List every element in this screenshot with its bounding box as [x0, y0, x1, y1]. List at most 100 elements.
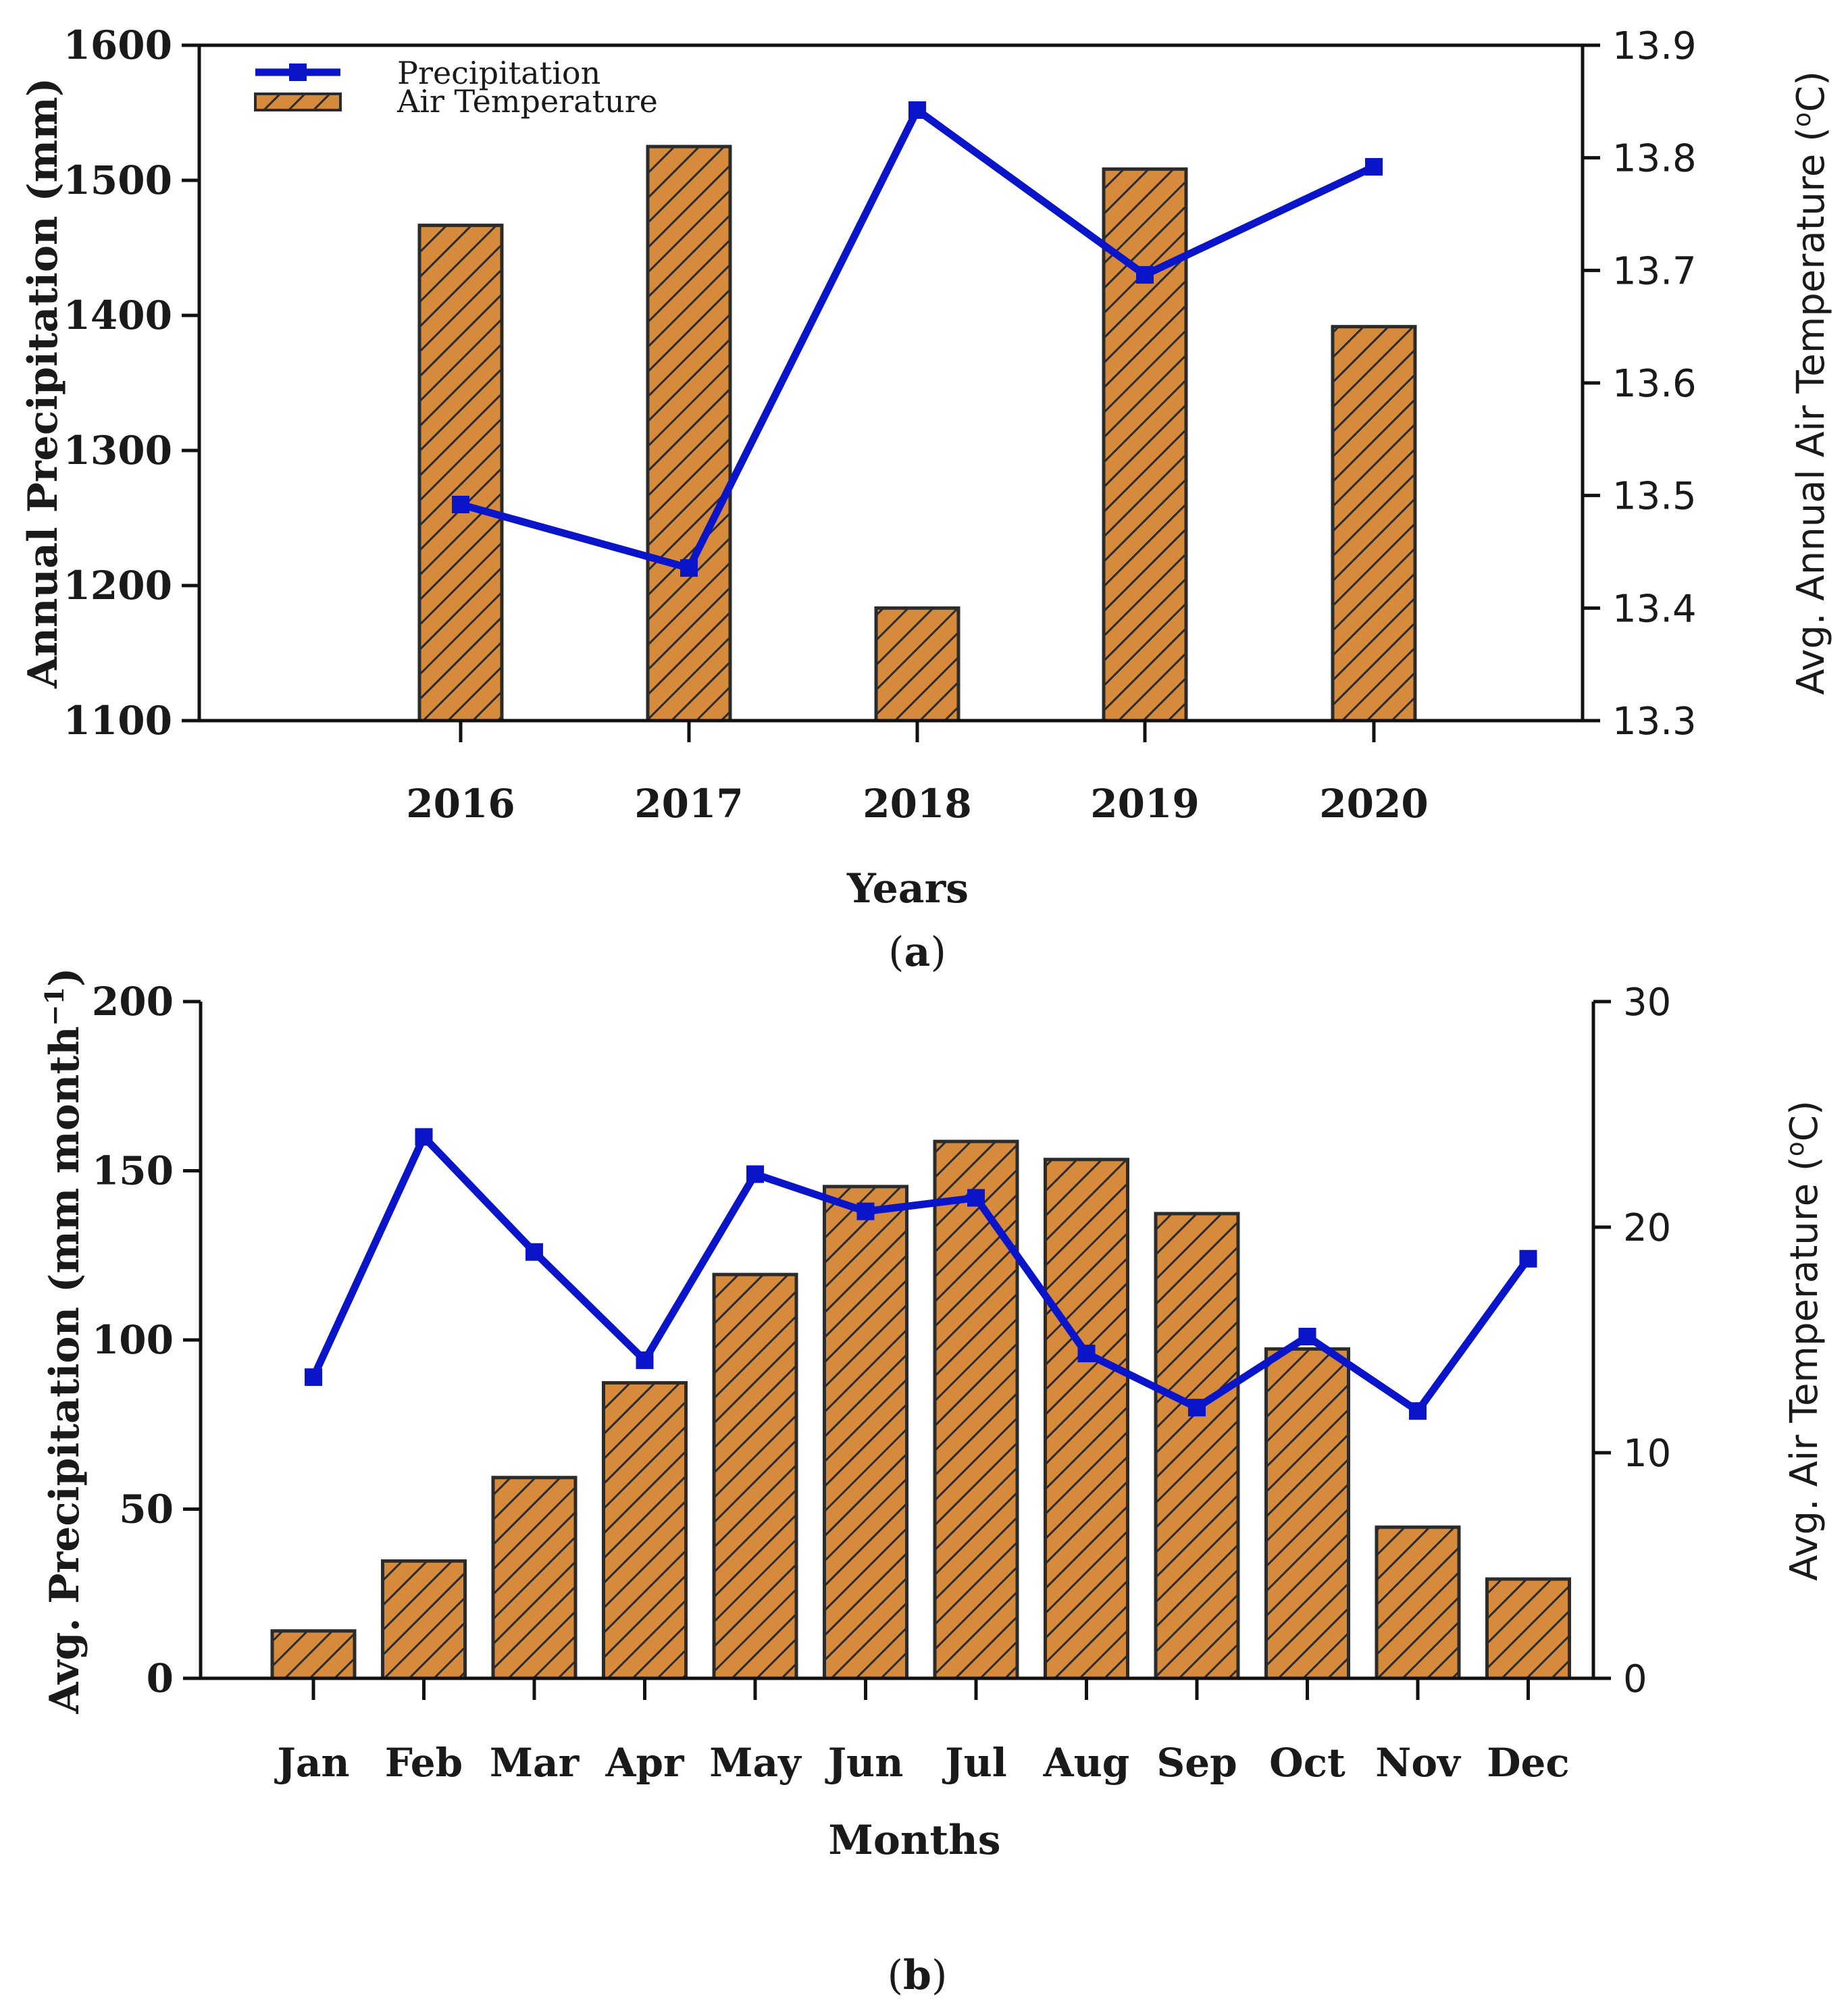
temperature-bar-dec [1485, 1577, 1571, 1680]
right-tick-label: 20 [1623, 1206, 1671, 1250]
precipitation-point-2016 [452, 496, 469, 513]
left-tick-label: 150 [92, 1148, 174, 1194]
x-tick-label-2017: 2017 [634, 781, 743, 827]
precipitation-point-mar [525, 1243, 543, 1261]
precipitation-point-nov [1409, 1402, 1427, 1420]
x-tick-label-2020: 2020 [1319, 781, 1428, 827]
x-tick-label-dec: Dec [1487, 1740, 1570, 1786]
panel-b-y-right-title: Avg. Air Temperature (oC) [1782, 1100, 1826, 1580]
left-tick-label: 1300 [63, 428, 172, 473]
panel-a-caption-open: ( [888, 929, 904, 976]
panel-a-y-right-title-suffix: C) [1789, 71, 1833, 112]
left-tick-label: 50 [119, 1487, 174, 1532]
legend-bar-swatch [254, 93, 342, 111]
temperature-bar-apr [602, 1380, 688, 1680]
left-tick-label: 1400 [63, 292, 172, 338]
panel-b-y-left-title-main: Avg. Precipitation (mm month [41, 1026, 88, 1714]
right-tick-label: 13.4 [1612, 587, 1697, 631]
precipitation-point-may [746, 1165, 764, 1183]
precipitation-point-aug [1077, 1345, 1096, 1363]
x-tick-label-2018: 2018 [863, 781, 971, 827]
temperature-bar-may [712, 1272, 798, 1680]
panel-a-y-left-title: Annual Precipitation (mm) [20, 78, 67, 689]
right-tick-label: 0 [1623, 1657, 1647, 1701]
panel-a-bars [417, 145, 1417, 723]
x-tick-label-feb: Feb [385, 1740, 463, 1786]
right-tick-label: 13.9 [1612, 24, 1697, 68]
precipitation-point-dec [1519, 1249, 1537, 1268]
panel-b-caption: (b) [888, 1952, 948, 1999]
x-tick-label-jul: Jul [942, 1740, 1007, 1786]
precipitation-point-sep [1188, 1399, 1206, 1417]
precipitation-point-2019 [1136, 266, 1154, 284]
panel-a-chart: 1100 1200 1300 1400 1500 1600 13.3 13.4 13.5 13.6… [20, 22, 1833, 976]
temperature-bar-2017 [646, 145, 732, 723]
right-tick-label: 10 [1623, 1432, 1671, 1476]
panel-b-y-right-title-superscript: o [1782, 1141, 1810, 1156]
panel-a-caption-letter: a [904, 929, 931, 976]
x-tick-label-sep: Sep [1156, 1740, 1237, 1786]
panel-b-bars [270, 1139, 1571, 1680]
left-tick-label: 1200 [63, 563, 172, 609]
panel-a-precipitation-series [452, 101, 1383, 577]
precipitation-point-jan [305, 1368, 322, 1387]
panel-b-ticks: 0 50 100 150 200 0 10 20 30 Jan Feb Mar Apr May Jun Jul… [92, 979, 1671, 1786]
precipitation-point-feb [415, 1128, 433, 1146]
temperature-bar-feb [381, 1559, 467, 1680]
temperature-bar-jan [270, 1629, 357, 1680]
legend-precipitation-label: Precipitation [397, 55, 600, 91]
x-tick-label-apr: Apr [605, 1740, 685, 1786]
panel-a-legend: Precipitation Air Temperature [254, 55, 658, 120]
temperature-bar-sep [1154, 1212, 1240, 1680]
temperature-bar-aug [1044, 1158, 1129, 1680]
temperature-bar-2020 [1331, 325, 1417, 723]
x-tick-label-mar: Mar [490, 1740, 580, 1786]
panel-a-x-title: Years [846, 865, 969, 912]
right-tick-label: 30 [1623, 981, 1671, 1025]
panel-b-y-left-title-superscript: −1 [39, 987, 70, 1026]
legend-air-temperature-label: Air Temperature [396, 83, 658, 120]
temperature-bar-2016 [417, 224, 504, 723]
temperature-bar-2018 [874, 606, 960, 723]
panel-a-y-right-title: Avg. Annual Air Temperature (oC) [1789, 71, 1833, 695]
temperature-bar-jul [933, 1139, 1019, 1680]
right-tick-label: 13.7 [1612, 249, 1697, 293]
precipitation-line [459, 106, 1376, 572]
panel-b-chart: 0 50 100 150 200 0 10 20 30 Jan Feb Mar Apr May Jun Jul… [39, 968, 1826, 1999]
panel-b-y-left-title: Avg. Precipitation (mm month−1) [39, 968, 88, 1715]
left-tick-label: 1600 [63, 22, 172, 68]
temperature-bar-jun [823, 1185, 908, 1680]
panel-b-y-right-title-suffix: C) [1783, 1100, 1826, 1141]
x-tick-label-2019: 2019 [1090, 781, 1199, 827]
panel-a-caption: (a) [888, 929, 946, 976]
panel-b-x-title: Months [828, 1817, 1000, 1864]
x-tick-label-aug: Aug [1043, 1740, 1130, 1786]
panel-a-caption-close: ) [930, 929, 946, 976]
precipitation-point-2017 [680, 559, 698, 577]
temperature-bar-oct [1264, 1347, 1350, 1680]
right-tick-label: 13.3 [1612, 700, 1697, 744]
x-tick-label-may: May [709, 1740, 802, 1786]
precipitation-line [310, 1133, 1531, 1415]
right-tick-label: 13.5 [1612, 475, 1697, 519]
precipitation-point-oct [1298, 1327, 1316, 1345]
x-tick-label-nov: Nov [1375, 1740, 1462, 1786]
temperature-bar-nov [1375, 1525, 1461, 1680]
left-tick-label: 200 [92, 979, 174, 1025]
left-tick-label: 100 [92, 1317, 174, 1363]
panel-a-y-right-title-main: Avg. Annual Air Temperature ( [1789, 127, 1833, 695]
left-tick-label: 1100 [63, 698, 172, 744]
panel-a-ticks: 1100 1200 1300 1400 1500 1600 13.3 13.4 13.5 13.6… [63, 22, 1697, 827]
panel-b-y-left-title-suffix: ) [41, 968, 88, 987]
x-tick-label-jan: Jan [274, 1740, 349, 1786]
x-tick-label-oct: Oct [1269, 1740, 1345, 1786]
temperature-bar-mar [491, 1476, 578, 1680]
left-tick-label: 0 [147, 1655, 174, 1701]
legend-line-marker [289, 63, 307, 81]
x-tick-label-jun: Jun [825, 1740, 904, 1786]
right-tick-label: 13.6 [1612, 362, 1697, 406]
panel-b-precipitation-series [305, 1128, 1537, 1420]
panel-a-y-right-title-superscript: o [1789, 112, 1816, 127]
panel-b-caption-close: ) [931, 1952, 947, 1999]
